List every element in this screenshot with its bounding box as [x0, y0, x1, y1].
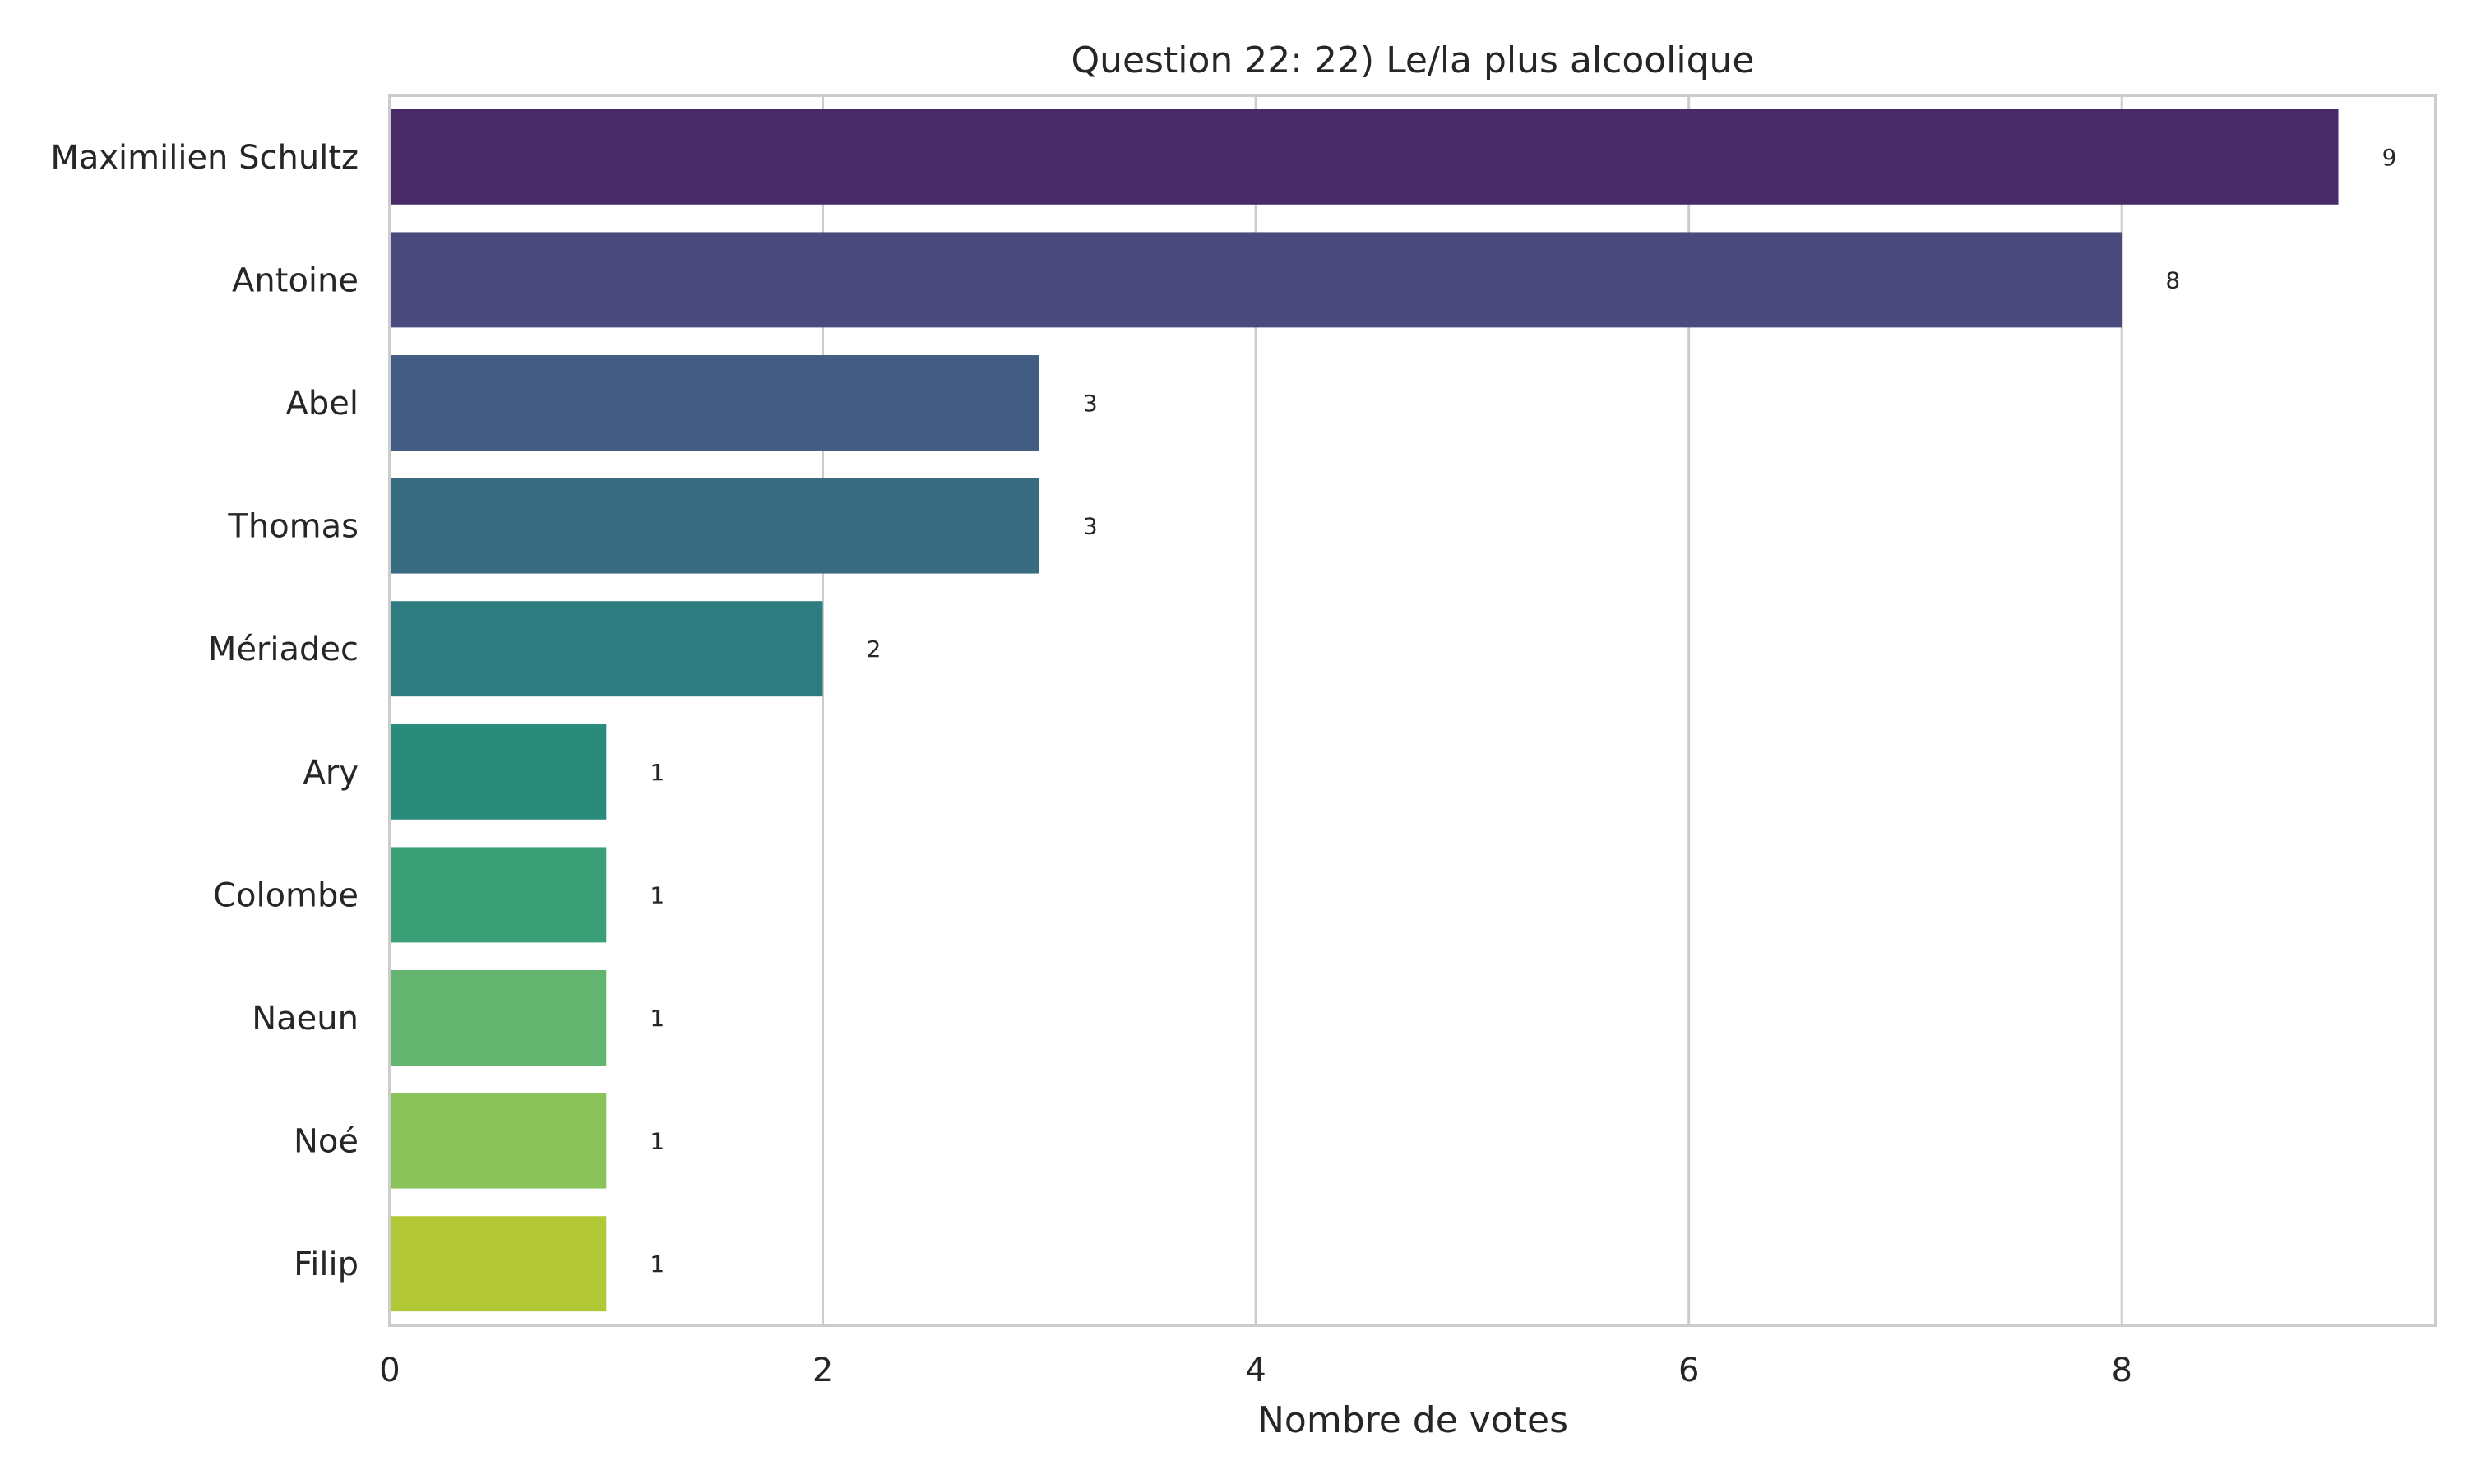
data-label: 9 — [2382, 144, 2397, 171]
bar — [390, 724, 607, 820]
data-label: 1 — [650, 881, 664, 908]
bar — [390, 109, 2339, 205]
data-label: 1 — [650, 1005, 664, 1032]
bar — [390, 1093, 607, 1189]
category-label: Ary — [303, 754, 359, 792]
bar — [390, 847, 607, 943]
bar — [390, 601, 823, 697]
bar — [390, 970, 607, 1066]
category-label: Naeun — [252, 1000, 359, 1038]
category-label: Noé — [294, 1123, 359, 1161]
bar — [390, 1216, 607, 1312]
data-label: 8 — [2165, 266, 2180, 294]
x-tick-label: 0 — [379, 1352, 400, 1389]
category-label: Filip — [294, 1246, 359, 1283]
data-label: 3 — [1083, 513, 1098, 540]
x-axis-title: Nombre de votes — [1257, 1399, 1568, 1441]
category-label: Thomas — [227, 508, 359, 546]
chart-title: Question 22: 22) Le/la plus alcoolique — [1071, 39, 1754, 81]
data-label: 1 — [650, 1128, 664, 1155]
plot-frame — [388, 94, 2437, 1327]
bar — [390, 355, 1039, 451]
x-tick-label: 6 — [1678, 1352, 1699, 1389]
category-label: Colombe — [213, 876, 359, 914]
category-label: Maximilien Schultz — [50, 139, 359, 177]
x-tick-label: 2 — [812, 1352, 833, 1389]
data-label: 1 — [650, 1251, 664, 1278]
bars-layer — [390, 109, 2339, 1312]
data-label: 2 — [867, 636, 882, 663]
category-label: Antoine — [232, 261, 359, 299]
bar — [390, 478, 1039, 574]
labels-layer: 0 2 4 6 8 Maximilien Schultz 9 Antoine 8 Abel 3 Tho… — [50, 139, 2396, 1389]
data-label: 1 — [650, 759, 664, 786]
data-label: 3 — [1083, 390, 1098, 417]
category-label: Mériadec — [208, 631, 359, 668]
x-tick-label: 4 — [1245, 1352, 1266, 1389]
x-tick-label: 8 — [2112, 1352, 2132, 1389]
category-label: Abel — [286, 385, 359, 423]
bar — [390, 232, 2122, 328]
